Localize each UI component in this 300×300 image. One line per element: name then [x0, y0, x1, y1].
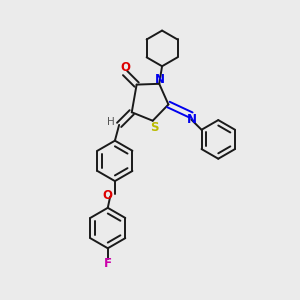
Text: N: N [187, 113, 197, 126]
Text: O: O [103, 189, 112, 202]
Text: S: S [150, 121, 158, 134]
Text: F: F [104, 257, 112, 270]
Text: H: H [107, 117, 115, 127]
Text: N: N [155, 73, 165, 85]
Text: O: O [120, 61, 130, 74]
